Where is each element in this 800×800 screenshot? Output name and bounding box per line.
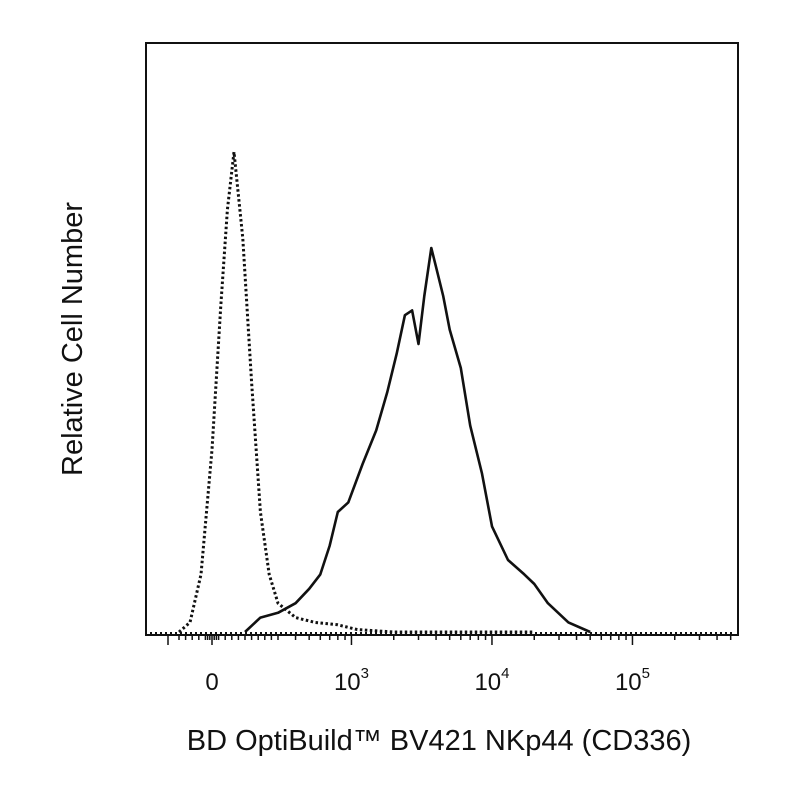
- tick-label-exponent: 4: [501, 665, 509, 682]
- tick-label-base: 0: [205, 669, 218, 696]
- x-axis-ticks: [167, 635, 732, 645]
- tick-label-base: 10: [474, 669, 501, 696]
- plot-frame: [145, 42, 739, 636]
- tick-label-base: 10: [615, 669, 642, 696]
- x-tick-label: 103: [334, 665, 369, 696]
- tick-label-base: 10: [334, 669, 361, 696]
- dotted-histogram-line: [178, 150, 535, 634]
- x-tick-label: 104: [474, 665, 509, 696]
- solid-histogram-line: [244, 246, 591, 634]
- tick-label-exponent: 5: [642, 665, 650, 682]
- x-axis-tick-labels: 0 103 104 105: [205, 665, 650, 696]
- tick-label-exponent: 3: [361, 665, 369, 682]
- histogram-series: [150, 150, 734, 634]
- x-axis-title: BD OptiBuild™ BV421 NKp44 (CD336): [187, 725, 692, 757]
- y-axis-title: Relative Cell Number: [57, 202, 89, 476]
- x-tick-label: 0: [205, 669, 218, 696]
- x-tick-label: 105: [615, 665, 650, 696]
